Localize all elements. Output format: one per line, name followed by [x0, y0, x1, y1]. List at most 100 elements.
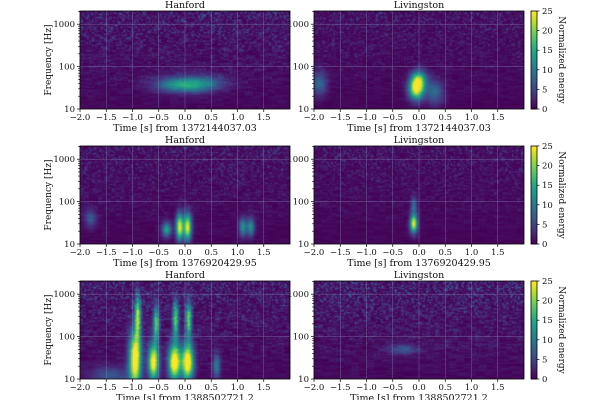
x-tick-label: −1.0: [356, 113, 377, 123]
colorbar-segment: [531, 192, 537, 196]
colorbar-segment: [531, 317, 537, 321]
colorbar-segment: [531, 155, 537, 159]
y-tick-label: 10: [298, 105, 309, 115]
colorbar-segment: [531, 187, 537, 191]
x-axis-label: Time [s] from 1376920429.95: [347, 258, 491, 269]
x-tick-label: 0.5: [438, 248, 452, 258]
colorbar-segment: [531, 209, 537, 213]
colorbar-segment: [531, 344, 537, 348]
x-tick-label: −1.5: [330, 383, 351, 393]
x-tick-label: −0.5: [148, 248, 169, 258]
colorbar-tick-label: 0: [542, 240, 547, 250]
colorbar-segment: [531, 349, 537, 353]
colorbar-segment: [531, 371, 537, 375]
colorbar-tick-label: 10: [542, 336, 553, 346]
colorbar-segment: [531, 226, 537, 230]
x-tick-label: 0.0: [178, 113, 192, 123]
colorbar-segment: [531, 207, 537, 211]
x-tick-label: 1.0: [231, 383, 245, 393]
y-tick-label: 10: [64, 375, 75, 385]
x-tick-label: −1.5: [96, 113, 117, 123]
colorbar-segment: [531, 165, 537, 169]
x-tick-label: −0.5: [148, 383, 169, 393]
colorbar-segment: [531, 293, 537, 297]
colorbar-segment: [531, 158, 537, 162]
colorbar-segment: [531, 320, 537, 324]
colorbar-segment: [531, 180, 537, 184]
x-tick-label: 1.5: [491, 248, 505, 258]
x-tick-label: −2.0: [70, 383, 91, 393]
x-tick-label: 0.0: [178, 248, 192, 258]
colorbar-segment: [531, 288, 537, 292]
colorbar-segment: [531, 285, 537, 289]
x-tick-label: −1.0: [122, 383, 143, 393]
x-tick-label: 0.5: [204, 113, 218, 123]
colorbar-segment: [531, 241, 537, 245]
x-axis-label: Time [s] from 1372144037.03: [113, 123, 257, 134]
x-tick-label: −1.5: [96, 248, 117, 258]
colorbar-segment: [531, 283, 537, 287]
x-tick-label: 1.5: [257, 383, 271, 393]
y-axis-label: Frequency [Hz]: [44, 159, 54, 230]
x-tick-label: −1.0: [122, 248, 143, 258]
colorbar-segment: [531, 354, 537, 358]
x-tick-label: −2.0: [70, 113, 91, 123]
colorbar-segment: [531, 199, 537, 203]
colorbar-tick-label: 15: [542, 181, 553, 191]
colorbar-segment: [531, 104, 537, 107]
y-tick-label: 100: [59, 63, 75, 73]
colorbar-segment: [531, 182, 537, 186]
y-tick-label: 100: [59, 198, 75, 208]
colorbar-segment: [531, 67, 537, 71]
x-tick-label: −2.0: [304, 383, 325, 393]
x-tick-label: −0.5: [382, 383, 403, 393]
colorbar-segment: [531, 239, 537, 242]
colorbar-segment: [531, 177, 537, 181]
colorbar-label: Normalized energy: [556, 286, 566, 374]
x-tick-label: 0.0: [178, 383, 192, 393]
colorbar-segment: [531, 281, 537, 284]
colorbar-tick-label: 10: [542, 201, 553, 211]
colorbar-segment: [531, 74, 537, 78]
colorbar-segment: [531, 307, 537, 311]
spectrogram-panel-1: Hanford −2.0 −1.5 −1.0 −0.5 0.0 0.5 1.0 1.5 10 100…: [44, 0, 291, 134]
colorbar-segment: [531, 195, 537, 198]
colorbar-segment: [531, 369, 537, 373]
colorbar-segment: [531, 229, 537, 233]
x-tick-label: −1.5: [330, 248, 351, 258]
x-tick-label: 1.0: [231, 113, 245, 123]
colorbar-tick-label: 5: [542, 355, 547, 365]
colorbar-segment: [531, 342, 537, 346]
x-tick-label: −0.5: [382, 248, 403, 258]
colorbar-segment: [531, 30, 537, 34]
colorbar-segment: [531, 69, 537, 73]
x-tick-label: −1.0: [356, 248, 377, 258]
x-tick-label: 0.0: [412, 113, 426, 123]
colorbar-segment: [531, 217, 537, 220]
y-tick-label: 10: [64, 240, 75, 250]
x-tick-label: 1.0: [231, 248, 245, 258]
colorbar-segment: [531, 366, 537, 370]
colorbar-segment: [531, 153, 537, 157]
colorbar-tick-label: 20: [542, 27, 553, 37]
y-tick-label: 1000: [53, 290, 75, 300]
colorbar-segment: [531, 37, 537, 41]
colorbar-segment: [531, 20, 537, 24]
colorbar-segment: [531, 347, 537, 350]
panel-title: Hanford: [165, 0, 205, 11]
y-tick-label: 10: [64, 105, 75, 115]
colorbar-segment: [531, 148, 537, 152]
colorbar-frame: [530, 280, 538, 380]
colorbar-segment: [531, 96, 537, 100]
x-axis-label: Time [s] from 1376920429.95: [113, 258, 257, 269]
x-tick-label: 0.5: [438, 113, 452, 123]
colorbar-label: Normalized energy: [556, 16, 566, 104]
colorbar-segment: [531, 361, 537, 365]
y-tick-label: 1000: [287, 290, 309, 300]
colorbar-segment: [531, 376, 537, 380]
colorbar-segment: [531, 190, 537, 193]
colorbar-tick-label: 5: [542, 220, 547, 230]
colorbar-segment: [531, 86, 537, 90]
